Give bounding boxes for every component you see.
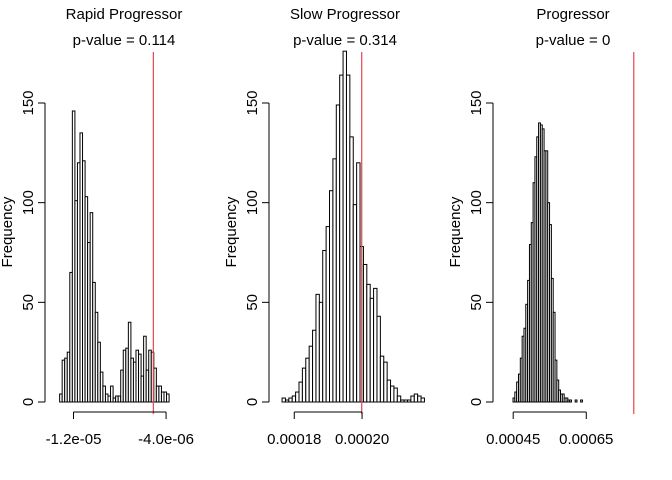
- histogram-bar: [143, 335, 147, 403]
- y-tick-label: 100: [244, 190, 261, 215]
- histogram-bar: [420, 397, 425, 403]
- histogram-bar: [332, 158, 337, 403]
- histogram-bar: [329, 190, 334, 403]
- y-axis-label: Frequency: [0, 196, 16, 267]
- histogram-bar: [291, 395, 297, 403]
- y-tick-label: 50: [468, 294, 485, 311]
- y-axis-label: Frequency: [447, 196, 464, 267]
- histogram-bar: [393, 387, 398, 403]
- histogram-bar: [574, 399, 578, 403]
- chart-title: Rapid Progressor: [66, 6, 183, 23]
- histogram-bar: [318, 301, 324, 403]
- y-tick-label: 0: [468, 398, 485, 406]
- y-tick-label: 50: [20, 294, 37, 311]
- y-tick-label: 100: [468, 190, 485, 215]
- histogram-bar: [362, 263, 368, 403]
- x-tick-label: 0.00018: [267, 431, 321, 448]
- y-axis: 0 50 100 150: [20, 90, 46, 406]
- histogram-bar: [342, 50, 347, 403]
- histogram-bar: [396, 395, 402, 403]
- histogram-bar: [345, 74, 351, 403]
- histogram-bar: [383, 361, 388, 403]
- histogram-bar: [339, 74, 344, 403]
- histogram-bar: [552, 311, 556, 403]
- histogram-bar: [417, 395, 422, 403]
- y-tick-label: 100: [20, 190, 37, 215]
- p-value-label: p-value = 0: [536, 32, 611, 49]
- y-tick-label: 50: [244, 294, 261, 311]
- histogram-bar: [335, 104, 341, 403]
- histogram-bar: [410, 395, 415, 403]
- histogram-bar: [580, 399, 583, 403]
- x-axis: -1.2e-05 -4.0e-06: [46, 411, 194, 448]
- x-tick-label: 0.00065: [559, 431, 613, 448]
- histogram-bar: [400, 399, 405, 403]
- histogram-bar: [295, 391, 300, 403]
- y-tick-label: 150: [244, 90, 261, 115]
- y-tick-label: 0: [20, 398, 37, 406]
- histogram-bar: [413, 393, 419, 403]
- histogram-bar: [386, 379, 392, 403]
- x-tick-label: -1.2e-05: [46, 431, 102, 448]
- y-tick-label: 0: [244, 398, 261, 406]
- histogram-bar: [373, 287, 378, 403]
- x-tick-label: -4.0e-06: [138, 431, 194, 448]
- histogram-bar: [312, 329, 317, 403]
- p-value-label: p-value = 0.314: [293, 32, 397, 49]
- histogram-bar: [284, 399, 290, 403]
- histogram-bar: [403, 399, 408, 403]
- x-axis: 0.00045 0.00065: [486, 411, 613, 448]
- histogram-bar: [366, 283, 371, 403]
- histogram-bar: [288, 397, 293, 403]
- histogram-bar: [315, 293, 320, 403]
- y-axis-label: Frequency: [223, 196, 240, 267]
- histogram-bar: [301, 367, 307, 403]
- histogram-bar: [298, 381, 303, 403]
- p-value-label: p-value = 0.114: [73, 32, 176, 49]
- histogram-bars: [59, 110, 170, 403]
- histogram-bar: [352, 204, 358, 403]
- histogram-bar: [308, 345, 314, 403]
- histogram-bar: [390, 385, 395, 403]
- histogram-bar: [281, 397, 286, 403]
- x-tick-label: 0.00045: [486, 431, 540, 448]
- histogram-bar: [569, 399, 572, 403]
- panel-rapid-progressor: Rapid Progressor p-value = 0.114 0 50 100 150…: [0, 6, 194, 448]
- y-axis: 0 50 100 150: [468, 90, 494, 406]
- x-tick-label: 0.00020: [335, 431, 389, 448]
- x-axis: 0.00018 0.00020: [267, 411, 389, 448]
- histogram-bar: [325, 226, 331, 403]
- histogram-bars: [512, 122, 583, 403]
- panel-slow-progressor: Slow Progressor p-value = 0.314 0 50 100 150 F…: [223, 6, 425, 448]
- histogram-bar: [406, 399, 412, 403]
- y-axis: 0 50 100 150: [244, 90, 270, 406]
- histogram-bar: [356, 162, 361, 403]
- y-tick-label: 150: [468, 90, 485, 115]
- histogram-bar: [110, 385, 114, 403]
- histogram-bar: [322, 250, 327, 403]
- histogram-bar: [369, 297, 375, 403]
- histogram-bar: [166, 393, 170, 403]
- histogram-bar: [376, 315, 381, 403]
- y-tick-label: 150: [20, 90, 37, 115]
- histogram-bar: [305, 357, 310, 403]
- histogram-bars: [281, 50, 425, 403]
- chart-title: Progressor: [536, 6, 609, 23]
- histogram-bar: [349, 136, 354, 403]
- histogram-bar: [379, 355, 385, 403]
- chart-title: Slow Progressor: [290, 6, 400, 23]
